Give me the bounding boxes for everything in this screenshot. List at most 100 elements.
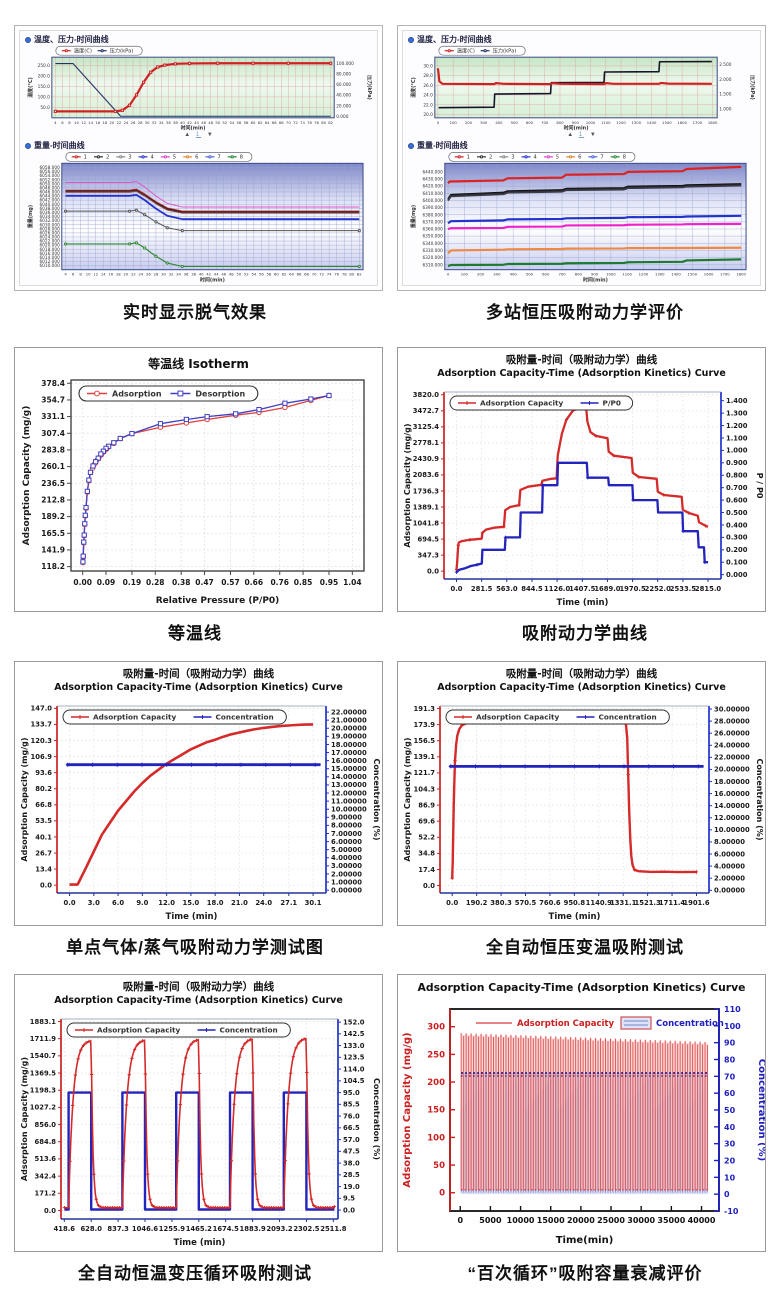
caption-single-point: 单点气体/蒸气吸附动力学测试图 [66, 938, 324, 957]
svg-text:吸附量-时间（吸附动力学）曲线: 吸附量-时间（吸附动力学）曲线 [123, 980, 275, 993]
svg-text:16: 16 [108, 273, 113, 277]
svg-text:300: 300 [493, 273, 501, 277]
svg-text:133.0: 133.0 [343, 1042, 365, 1050]
svg-text:14: 14 [101, 273, 106, 277]
svg-text:28.5: 28.5 [343, 1171, 360, 1179]
svg-text:82: 82 [357, 273, 362, 277]
svg-text:Adsorption Capacity (mg/g): Adsorption Capacity (mg/g) [20, 1057, 29, 1181]
page-down-icon[interactable]: ▼ [206, 132, 213, 138]
svg-text:0.00000: 0.00000 [331, 886, 362, 894]
svg-text:190.2: 190.2 [466, 899, 488, 907]
svg-text:5.00000: 5.00000 [331, 846, 362, 854]
svg-text:0.19: 0.19 [123, 578, 142, 587]
weight-chart-title: 重量-时间曲线 [34, 141, 85, 150]
caption-kinetics: 吸附动力学曲线 [522, 624, 648, 643]
svg-text:26: 26 [146, 273, 151, 277]
svg-text:20.00000: 20.00000 [714, 766, 750, 774]
svg-text:1711.4: 1711.4 [659, 899, 685, 907]
svg-text:12.00000: 12.00000 [714, 814, 750, 822]
svg-text:16.00000: 16.00000 [714, 790, 750, 798]
svg-text:0.0: 0.0 [427, 567, 439, 575]
svg-text:3.00000: 3.00000 [331, 862, 362, 870]
svg-text:856.0: 856.0 [35, 1121, 57, 1129]
svg-text:时间(min): 时间(min) [583, 277, 608, 283]
svg-text:24.00000: 24.00000 [714, 742, 750, 750]
page-link[interactable]: 1 [578, 132, 585, 138]
svg-text:12.00000: 12.00000 [331, 789, 367, 797]
svg-text:3472.7: 3472.7 [413, 407, 439, 415]
svg-text:1: 1 [84, 155, 87, 161]
svg-text:20.0: 20.0 [423, 112, 433, 118]
svg-text:1300: 1300 [632, 121, 642, 125]
isotherm-chart: 等温线 Isotherm 378.4 354.7 331.1 307.4 283.8 260… [15, 348, 382, 611]
svg-text:42: 42 [206, 273, 211, 277]
svg-text:62: 62 [282, 273, 287, 277]
page-link[interactable]: 1 [195, 132, 202, 138]
degassing-window: 温度、压力-时间曲线 250.0 200.0 150.0 100.0 50.0 100.0… [19, 30, 378, 286]
svg-text:4: 4 [151, 155, 155, 161]
svg-text:Adsorption Capacity: Adsorption Capacity [93, 713, 177, 722]
svg-text:93.6: 93.6 [35, 769, 52, 777]
svg-text:72: 72 [319, 273, 324, 277]
svg-text:Concentration: Concentration [656, 1019, 724, 1029]
svg-text:1000: 1000 [586, 121, 596, 125]
svg-text:82: 82 [328, 121, 333, 125]
svg-text:22: 22 [117, 121, 122, 125]
svg-text:0.38: 0.38 [172, 578, 191, 587]
svg-text:2302.5: 2302.5 [293, 1225, 319, 1233]
svg-text:0.700: 0.700 [726, 484, 748, 492]
svg-text:684.8: 684.8 [35, 1138, 57, 1146]
page-down-icon[interactable]: ▼ [589, 132, 596, 138]
svg-text:0.100: 0.100 [726, 559, 748, 567]
svg-text:1465.2: 1465.2 [186, 1225, 212, 1233]
constant-pressure-chart: 吸附量-时间（吸附动力学）曲线 Adsorption Capacity-Time … [398, 662, 765, 925]
svg-text:14.00000: 14.00000 [331, 773, 367, 781]
svg-text:844.5: 844.5 [521, 585, 543, 593]
svg-text:1800: 1800 [736, 273, 746, 277]
svg-text:0.300: 0.300 [726, 534, 748, 542]
chart-row-4: 吸附量-时间（吸附动力学）曲线 Adsorption Capacity-Time … [0, 974, 780, 1252]
temp-pressure-chart-header: 温度、压力-时间曲线 [408, 34, 755, 45]
svg-text:30: 30 [145, 121, 150, 125]
svg-text:32: 32 [152, 121, 157, 125]
svg-text:Adsorption Capacity (mg/g): Adsorption Capacity (mg/g) [402, 1032, 413, 1187]
single-point-kinetics-chart: 吸附量-时间（吸附动力学）曲线 Adsorption Capacity-Time … [15, 662, 382, 925]
svg-text:4.00000: 4.00000 [331, 854, 362, 862]
svg-text:66.5: 66.5 [343, 1124, 360, 1132]
svg-text:1500: 1500 [662, 121, 672, 125]
svg-text:8: 8 [79, 273, 82, 277]
svg-text:30.1: 30.1 [305, 899, 322, 907]
kinetics-pp0-chart: 吸附量-时间（吸附动力学）曲线 Adsorption Capacity-Time … [398, 348, 765, 611]
svg-text:30.0: 30.0 [423, 64, 433, 70]
caption-row-1: 实时显示脱气效果 多站恒压吸附动力学评价 [0, 298, 780, 323]
cyclic-adsorption-chart: 吸附量-时间（吸附动力学）曲线 Adsorption Capacity-Time … [15, 975, 382, 1251]
svg-text:40: 40 [180, 121, 185, 125]
svg-text:2083.6: 2083.6 [413, 471, 439, 479]
svg-text:250: 250 [427, 1050, 445, 1060]
page-up-icon[interactable]: ▲ [567, 132, 574, 138]
svg-text:86.9: 86.9 [418, 801, 435, 809]
svg-text:165.5: 165.5 [41, 529, 65, 538]
single-point-kinetics-panel: 吸附量-时间（吸附动力学）曲线 Adsorption Capacity-Time … [14, 661, 383, 926]
svg-text:6058.000: 6058.000 [39, 165, 60, 171]
svg-text:9.0: 9.0 [136, 899, 148, 907]
svg-text:0.400: 0.400 [726, 521, 748, 529]
svg-text:1736.3: 1736.3 [413, 487, 439, 495]
svg-text:80: 80 [724, 1056, 736, 1065]
page-up-icon[interactable]: ▲ [184, 132, 191, 138]
svg-text:300: 300 [427, 1023, 445, 1033]
svg-text:Concentration (%): Concentration (%) [756, 1059, 765, 1161]
svg-text:重量(mg): 重量(mg) [27, 205, 34, 228]
svg-text:90: 90 [724, 1039, 736, 1048]
svg-text:8.00000: 8.00000 [714, 838, 745, 846]
svg-text:0.76: 0.76 [270, 578, 289, 587]
svg-text:70: 70 [724, 1072, 736, 1081]
svg-text:22: 22 [131, 273, 136, 277]
svg-text:13.00000: 13.00000 [331, 781, 367, 789]
pager-control: ▲ 1 ▼ [25, 131, 372, 140]
svg-text:1600: 1600 [704, 273, 714, 277]
svg-text:20000: 20000 [567, 1216, 595, 1225]
svg-text:418.6: 418.6 [54, 1225, 76, 1233]
svg-text:6350.000: 6350.000 [422, 234, 443, 240]
svg-text:6020.000: 6020.000 [39, 243, 60, 249]
